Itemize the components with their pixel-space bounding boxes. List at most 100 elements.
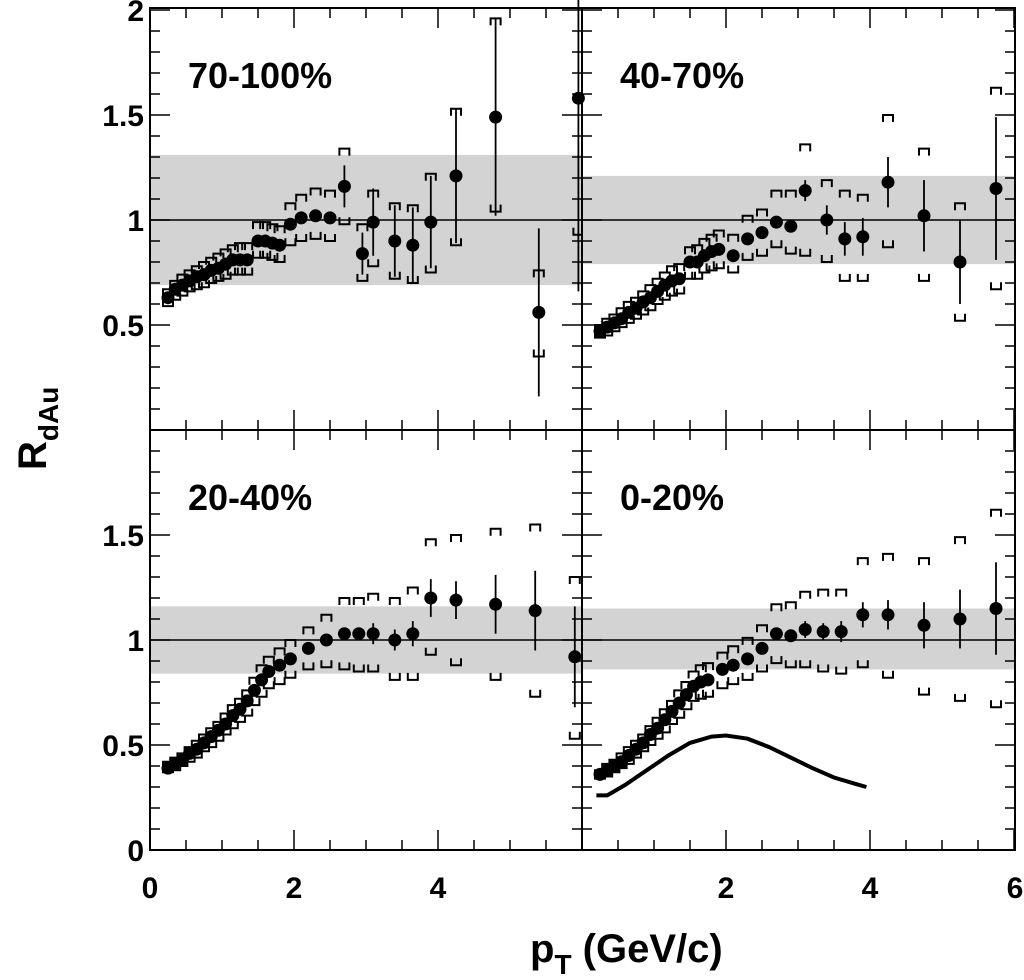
sys-bracket-lower bbox=[284, 670, 297, 679]
panel-label: 70-100% bbox=[188, 55, 332, 96]
y-tick-label: 0.5 bbox=[102, 730, 144, 763]
sys-bracket-lower bbox=[698, 265, 711, 274]
data-point bbox=[262, 665, 276, 678]
data-point bbox=[449, 593, 463, 607]
sys-bracket-lower bbox=[727, 677, 740, 686]
sys-bracket-upper bbox=[687, 670, 700, 679]
data-point bbox=[355, 247, 369, 261]
x-axis-title-unit: (GeV/c) bbox=[572, 927, 723, 971]
sys-bracket-lower bbox=[770, 240, 783, 249]
y-tick-label: 0 bbox=[127, 835, 144, 868]
sys-bracket-lower bbox=[716, 681, 729, 690]
sys-bracket-lower bbox=[673, 710, 686, 719]
sys-bracket-upper bbox=[241, 242, 254, 251]
sys-bracket-lower bbox=[324, 234, 336, 242]
sys-bracket-lower bbox=[367, 259, 380, 268]
sys-bracket-lower bbox=[691, 271, 704, 280]
data-point bbox=[528, 604, 542, 618]
sys-bracket-lower bbox=[205, 740, 218, 749]
data-point bbox=[568, 650, 582, 664]
sys-bracket-upper bbox=[262, 655, 275, 664]
sys-bracket-lower bbox=[295, 234, 308, 242]
sys-bracket-upper bbox=[489, 527, 502, 536]
data-point bbox=[834, 625, 848, 639]
sys-bracket-upper bbox=[273, 225, 286, 234]
sys-bracket-lower bbox=[388, 672, 401, 681]
data-point bbox=[769, 215, 783, 229]
sys-bracket-lower bbox=[356, 273, 369, 282]
panel-label: 20-40% bbox=[188, 477, 312, 518]
sys-bracket-lower bbox=[424, 265, 437, 274]
sys-bracket-upper bbox=[252, 221, 264, 230]
sys-bracket-lower bbox=[918, 687, 930, 696]
sys-bracket-upper bbox=[424, 538, 437, 547]
sys-bracket-lower bbox=[234, 267, 246, 276]
sys-bracket-lower bbox=[954, 693, 966, 702]
data-point bbox=[366, 627, 380, 641]
sys-bracket-upper bbox=[219, 248, 232, 257]
sys-bracket-lower bbox=[741, 252, 754, 261]
sys-bracket-upper bbox=[990, 508, 1002, 517]
sys-bracket-upper bbox=[673, 263, 686, 272]
data-point bbox=[449, 169, 463, 183]
sys-bracket-upper bbox=[694, 664, 707, 673]
data-point bbox=[741, 652, 755, 666]
sys-bracket-lower bbox=[183, 284, 196, 293]
sys-bracket-lower bbox=[702, 689, 714, 698]
sys-bracket-upper bbox=[352, 597, 365, 605]
data-point bbox=[406, 238, 420, 252]
sys-bracket-lower bbox=[630, 750, 642, 759]
sys-bracket-lower bbox=[252, 250, 264, 259]
data-point bbox=[798, 623, 812, 636]
data-point bbox=[672, 272, 686, 286]
sys-bracket-upper bbox=[716, 651, 729, 660]
sys-bracket-upper bbox=[838, 189, 851, 198]
data-point bbox=[715, 662, 729, 676]
data-point bbox=[917, 209, 931, 223]
sys-bracket-upper bbox=[450, 534, 462, 542]
sys-bracket-lower bbox=[954, 313, 966, 322]
sys-bracket-upper bbox=[770, 189, 783, 198]
sys-bracket-lower bbox=[799, 660, 812, 669]
y-tick-label: 2 bbox=[127, 0, 144, 28]
sys-bracket-lower bbox=[529, 689, 542, 698]
sys-bracket-lower bbox=[388, 271, 401, 280]
data-point bbox=[881, 608, 895, 622]
sys-bracket-upper bbox=[309, 187, 322, 196]
sys-bracket-lower bbox=[190, 750, 203, 759]
sys-bracket-lower bbox=[259, 250, 272, 259]
sys-bracket-lower bbox=[673, 286, 686, 295]
sys-bracket-lower bbox=[226, 267, 239, 276]
sys-bracket-upper bbox=[918, 557, 930, 566]
sys-bracket-lower bbox=[666, 717, 678, 725]
data-point bbox=[769, 627, 783, 641]
sys-bracket-lower bbox=[990, 700, 1002, 709]
y-tick-label: 0.5 bbox=[102, 310, 144, 343]
data-point bbox=[366, 215, 380, 229]
sys-bracket-lower bbox=[568, 731, 581, 740]
sys-bracket-lower bbox=[424, 647, 437, 656]
data-point bbox=[726, 658, 740, 672]
sys-bracket-upper bbox=[295, 193, 308, 202]
data-point bbox=[283, 652, 297, 666]
sys-bracket-upper bbox=[784, 601, 797, 610]
data-point bbox=[388, 234, 402, 248]
sys-bracket-upper bbox=[698, 237, 711, 246]
sys-bracket-upper bbox=[799, 590, 812, 599]
sys-bracket-lower bbox=[489, 672, 502, 681]
sys-bracket-lower bbox=[756, 664, 768, 673]
data-point bbox=[273, 658, 287, 672]
data-point bbox=[532, 305, 546, 319]
sys-bracket-lower bbox=[367, 664, 380, 673]
sys-bracket-lower bbox=[770, 656, 783, 665]
data-point bbox=[953, 255, 967, 269]
y-tick-label: 1.5 bbox=[102, 100, 144, 133]
sys-bracket-lower bbox=[406, 672, 419, 681]
data-point bbox=[309, 209, 323, 223]
data-point bbox=[337, 179, 351, 193]
data-point bbox=[816, 625, 830, 639]
sys-bracket-lower bbox=[622, 756, 635, 765]
sys-bracket-lower bbox=[162, 299, 174, 308]
sys-bracket-upper bbox=[259, 221, 272, 230]
sys-bracket-upper bbox=[367, 592, 380, 601]
